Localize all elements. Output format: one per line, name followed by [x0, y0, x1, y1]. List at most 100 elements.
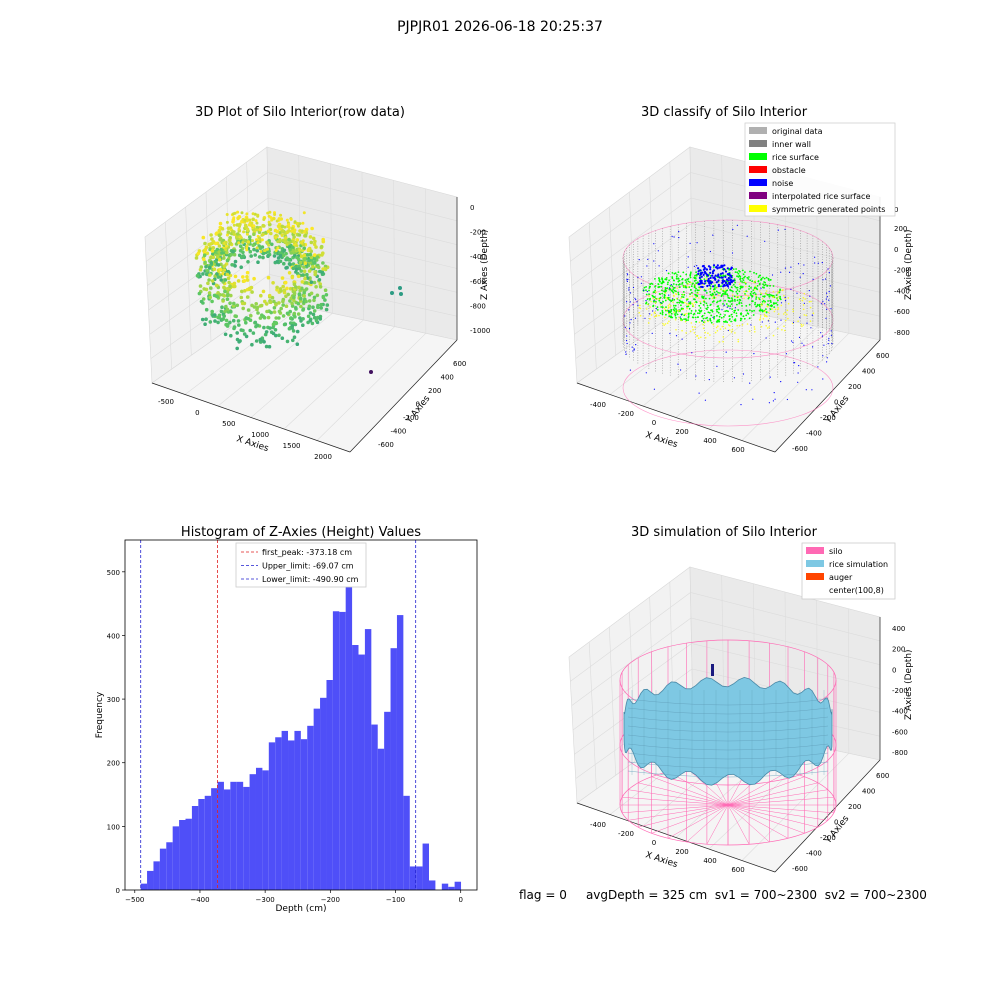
noise-cluster-point [721, 279, 724, 282]
rice-point [746, 276, 749, 279]
rice-point [648, 293, 650, 296]
data-point [232, 281, 237, 286]
data-point [223, 278, 228, 282]
noise-cluster-point [698, 283, 701, 286]
data-point [287, 258, 291, 262]
data-point [245, 295, 250, 299]
rice-point [684, 286, 687, 289]
legend-label: auger [829, 573, 853, 582]
symmetric-point [798, 298, 801, 301]
data-point [248, 223, 252, 227]
data-point [266, 253, 270, 258]
symmetric-point [692, 328, 694, 331]
rice-point [658, 299, 661, 302]
x-tick-label: −500 [125, 896, 144, 904]
noise-point [801, 342, 803, 344]
noise-point [798, 365, 800, 367]
rice-point [736, 286, 739, 289]
rice-point [763, 284, 766, 287]
noise-point [673, 236, 675, 238]
data-point [235, 346, 239, 351]
data-point [238, 249, 243, 253]
data-point [295, 238, 300, 242]
rice-point [691, 283, 694, 285]
rice-point [753, 287, 756, 290]
symmetric-point [645, 308, 648, 310]
grid-line [609, 306, 725, 395]
histogram-bar [268, 742, 276, 890]
rice-point [719, 299, 722, 302]
rice-point [714, 287, 716, 289]
rice-point [649, 285, 651, 288]
symmetric-point [738, 283, 741, 286]
data-point [209, 261, 214, 265]
noise-cluster-point [702, 268, 706, 271]
noise-point [636, 301, 638, 303]
data-point [224, 244, 228, 248]
noise-point [742, 373, 745, 375]
rice-point [649, 283, 652, 286]
tick-label: -400 [391, 428, 407, 436]
symmetric-point [743, 297, 745, 300]
rice-point [654, 289, 656, 292]
symmetric-point [674, 318, 677, 321]
symmetric-point [784, 297, 786, 300]
noise-point [746, 235, 748, 237]
noise-point [635, 344, 637, 346]
rice-point [714, 284, 716, 287]
rice-point [660, 285, 663, 288]
rice-point [693, 312, 696, 315]
rice-point [724, 310, 727, 313]
rice-point [719, 292, 721, 294]
data-point [314, 245, 318, 249]
noise-point [828, 337, 830, 339]
rice-point [686, 278, 689, 281]
rice-point [761, 300, 764, 303]
rice-point [695, 271, 697, 274]
histogram-bar [422, 843, 429, 890]
data-point [296, 224, 300, 228]
tick-label: -800 [892, 749, 908, 757]
tick-label: -400 [590, 821, 606, 829]
rice-point [653, 300, 655, 303]
tick-label: 400 [441, 374, 454, 382]
rice-point [739, 280, 742, 282]
rice-point [688, 307, 691, 310]
symmetric-point [786, 309, 789, 312]
rice-point [748, 276, 750, 278]
rice-point [672, 291, 675, 294]
rice-point [673, 304, 675, 307]
symmetric-point [773, 296, 775, 298]
rice-point [756, 285, 759, 287]
symmetric-point [724, 327, 727, 330]
silo-spoke [727, 804, 789, 839]
noise-cluster-point [703, 266, 706, 269]
noise-point [811, 389, 813, 391]
rice-point [736, 271, 739, 274]
noise-point [826, 296, 829, 298]
data-point [282, 322, 287, 327]
data-point [278, 251, 282, 255]
symmetric-point [722, 336, 725, 338]
noise-point [799, 316, 801, 318]
symmetric-point [764, 310, 767, 312]
data-point [216, 320, 220, 325]
rice-point [758, 274, 761, 277]
rice-point [734, 285, 736, 288]
figure-title: PJPJR01 2026-06-18 20:25:37 [397, 19, 603, 35]
rice-point [744, 275, 746, 278]
data-point [245, 270, 250, 275]
tick-label: -400 [590, 401, 606, 409]
data-point [272, 254, 277, 258]
data-point [264, 344, 269, 349]
rice-point [676, 277, 678, 280]
silo-spoke [638, 804, 729, 828]
symmetric-point [682, 308, 684, 311]
data-point [287, 262, 292, 266]
symmetric-point [697, 292, 699, 295]
rice-point [695, 320, 698, 323]
noise-point [749, 382, 751, 384]
data-point [233, 274, 238, 279]
rice-point [746, 312, 749, 314]
data-point [220, 305, 224, 310]
